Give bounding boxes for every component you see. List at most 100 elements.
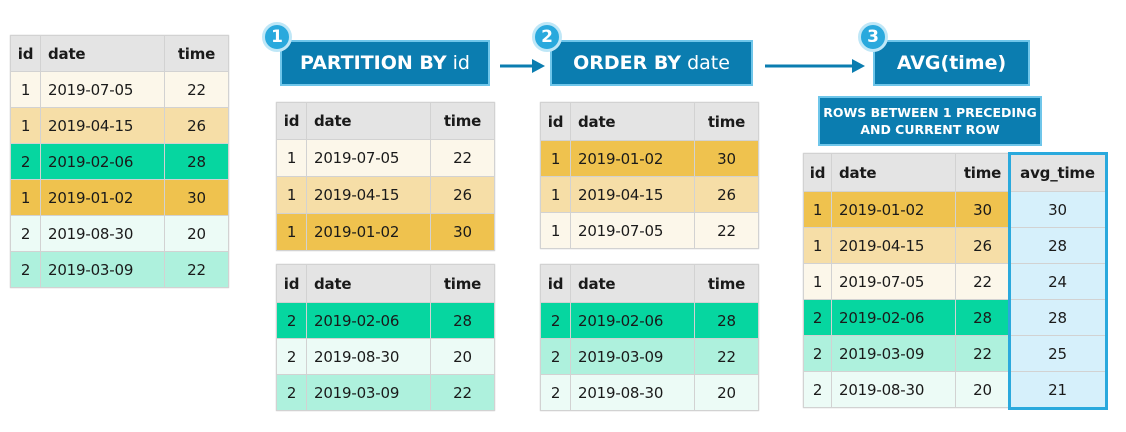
cell-avg-time: 24 [1009,263,1106,300]
table-header-row: id date time [540,264,759,303]
table-row: 1 2019-07-05 22 [540,212,759,249]
cell-id: 1 [540,140,571,177]
ordered-id2-table: id date time 2 2019-02-06 28 2 2019-03-09 22 2 201… [540,264,759,411]
cell-id: 2 [803,371,832,408]
cell-date: 2019-03-09 [570,338,695,375]
table-header-row: id date time [276,102,495,140]
cell-date: 2019-08-30 [306,338,431,375]
table-row: 2 2019-02-06 28 [540,302,759,339]
source-table: id date time 1 2019-07-05 22 1 2019-04-15 26 2 201… [10,35,229,288]
table-row: 1 2019-04-15 26 [10,107,229,144]
table-row: 2 2019-08-30 20 [10,215,229,252]
partition-id2-table: id date time 2 2019-02-06 28 2 2019-08-30 20 2 201… [276,264,495,411]
cell-time: 30 [430,213,495,251]
column-header-time: time [955,153,1010,192]
step-3-badge: 3 [858,22,888,52]
cell-date: 2019-07-05 [306,139,431,177]
cell-id: 2 [10,143,41,180]
cell-time: 22 [694,212,759,249]
cell-time: 28 [430,302,495,339]
table-row: 2 2019-02-06 28 [10,143,229,180]
step-1-box: PARTITION BY id [280,40,490,86]
step-3-box: AVG(time) [873,40,1030,86]
column-header-time: time [694,264,759,303]
cell-date: 2019-01-02 [40,179,165,216]
table-row: 1 2019-04-15 26 28 [803,227,1106,264]
cell-avg-time: 30 [1009,191,1106,228]
cell-date: 2019-02-06 [570,302,695,339]
column-header-date: date [570,264,695,303]
column-header-id: id [540,264,571,303]
column-header-id: id [540,102,571,141]
cell-time: 22 [955,335,1010,372]
cell-id: 2 [540,302,571,339]
cell-avg-time: 28 [1009,299,1106,336]
cell-time: 26 [694,176,759,213]
cell-id: 1 [803,191,832,228]
cell-date: 2019-01-02 [306,213,431,251]
column-header-date: date [306,102,431,140]
step-2-argument: date [687,52,730,74]
cell-id: 2 [10,215,41,252]
cell-id: 1 [803,263,832,300]
cell-date: 2019-08-30 [831,371,956,408]
cell-date: 2019-04-15 [40,107,165,144]
table-row: 2 2019-02-06 28 [276,302,495,339]
cell-date: 2019-03-09 [831,335,956,372]
cell-id: 2 [276,338,307,375]
cell-id: 1 [276,213,307,251]
cell-time: 20 [694,374,759,411]
table-row: 1 2019-01-02 30 30 [803,191,1106,228]
cell-avg-time: 21 [1009,371,1106,408]
window-frame-note: ROWS BETWEEN 1 PRECEDING AND CURRENT ROW [818,96,1042,146]
cell-id: 1 [803,227,832,264]
cell-time: 22 [694,338,759,375]
cell-date: 2019-01-02 [570,140,695,177]
table-row: 1 2019-04-15 26 [276,176,495,214]
cell-time: 26 [430,176,495,214]
cell-id: 2 [803,335,832,372]
window-frame-line2: AND CURRENT ROW [860,122,1000,137]
cell-date: 2019-03-09 [306,374,431,411]
table-row: 1 2019-07-05 22 [10,71,229,108]
table-header-row: id date time [10,35,229,72]
table-row: 2 2019-03-09 22 [276,374,495,411]
cell-id: 2 [10,251,41,288]
cell-id: 1 [10,107,41,144]
column-header-id: id [276,102,307,140]
column-header-id: id [10,35,41,72]
cell-date: 2019-08-30 [40,215,165,252]
cell-date: 2019-02-06 [831,299,956,336]
column-header-id: id [803,153,832,192]
cell-time: 20 [430,338,495,375]
table-header-row: id date time [540,102,759,141]
table-row: 2 2019-02-06 28 28 [803,299,1106,336]
cell-time: 28 [694,302,759,339]
table-header-row: id date time [276,264,495,303]
table-row: 1 2019-01-02 30 [540,140,759,177]
cell-date: 2019-04-15 [306,176,431,214]
window-frame-line1: ROWS BETWEEN 1 PRECEDING [823,105,1037,120]
table-row: 1 2019-07-05 22 [276,139,495,177]
table-header-row: id date time avg_time [803,153,1106,192]
table-row: 1 2019-04-15 26 [540,176,759,213]
step-2-keyword: ORDER BY [573,52,682,74]
cell-date: 2019-07-05 [40,71,165,108]
cell-time: 20 [164,215,229,252]
step-2-box: ORDER BY date [550,40,753,86]
cell-time: 22 [955,263,1010,300]
cell-date: 2019-08-30 [570,374,695,411]
column-header-time: time [430,264,495,303]
cell-date: 2019-01-02 [831,191,956,228]
table-row: 1 2019-01-02 30 [10,179,229,216]
table-row: 1 2019-01-02 30 [276,213,495,251]
cell-time: 30 [955,191,1010,228]
table-row: 2 2019-08-30 20 [276,338,495,375]
cell-time: 26 [164,107,229,144]
cell-date: 2019-07-05 [570,212,695,249]
cell-date: 2019-04-15 [831,227,956,264]
cell-id: 1 [10,71,41,108]
step-1-keyword: PARTITION BY [300,52,447,74]
step-3-keyword: AVG(time) [896,52,1007,74]
